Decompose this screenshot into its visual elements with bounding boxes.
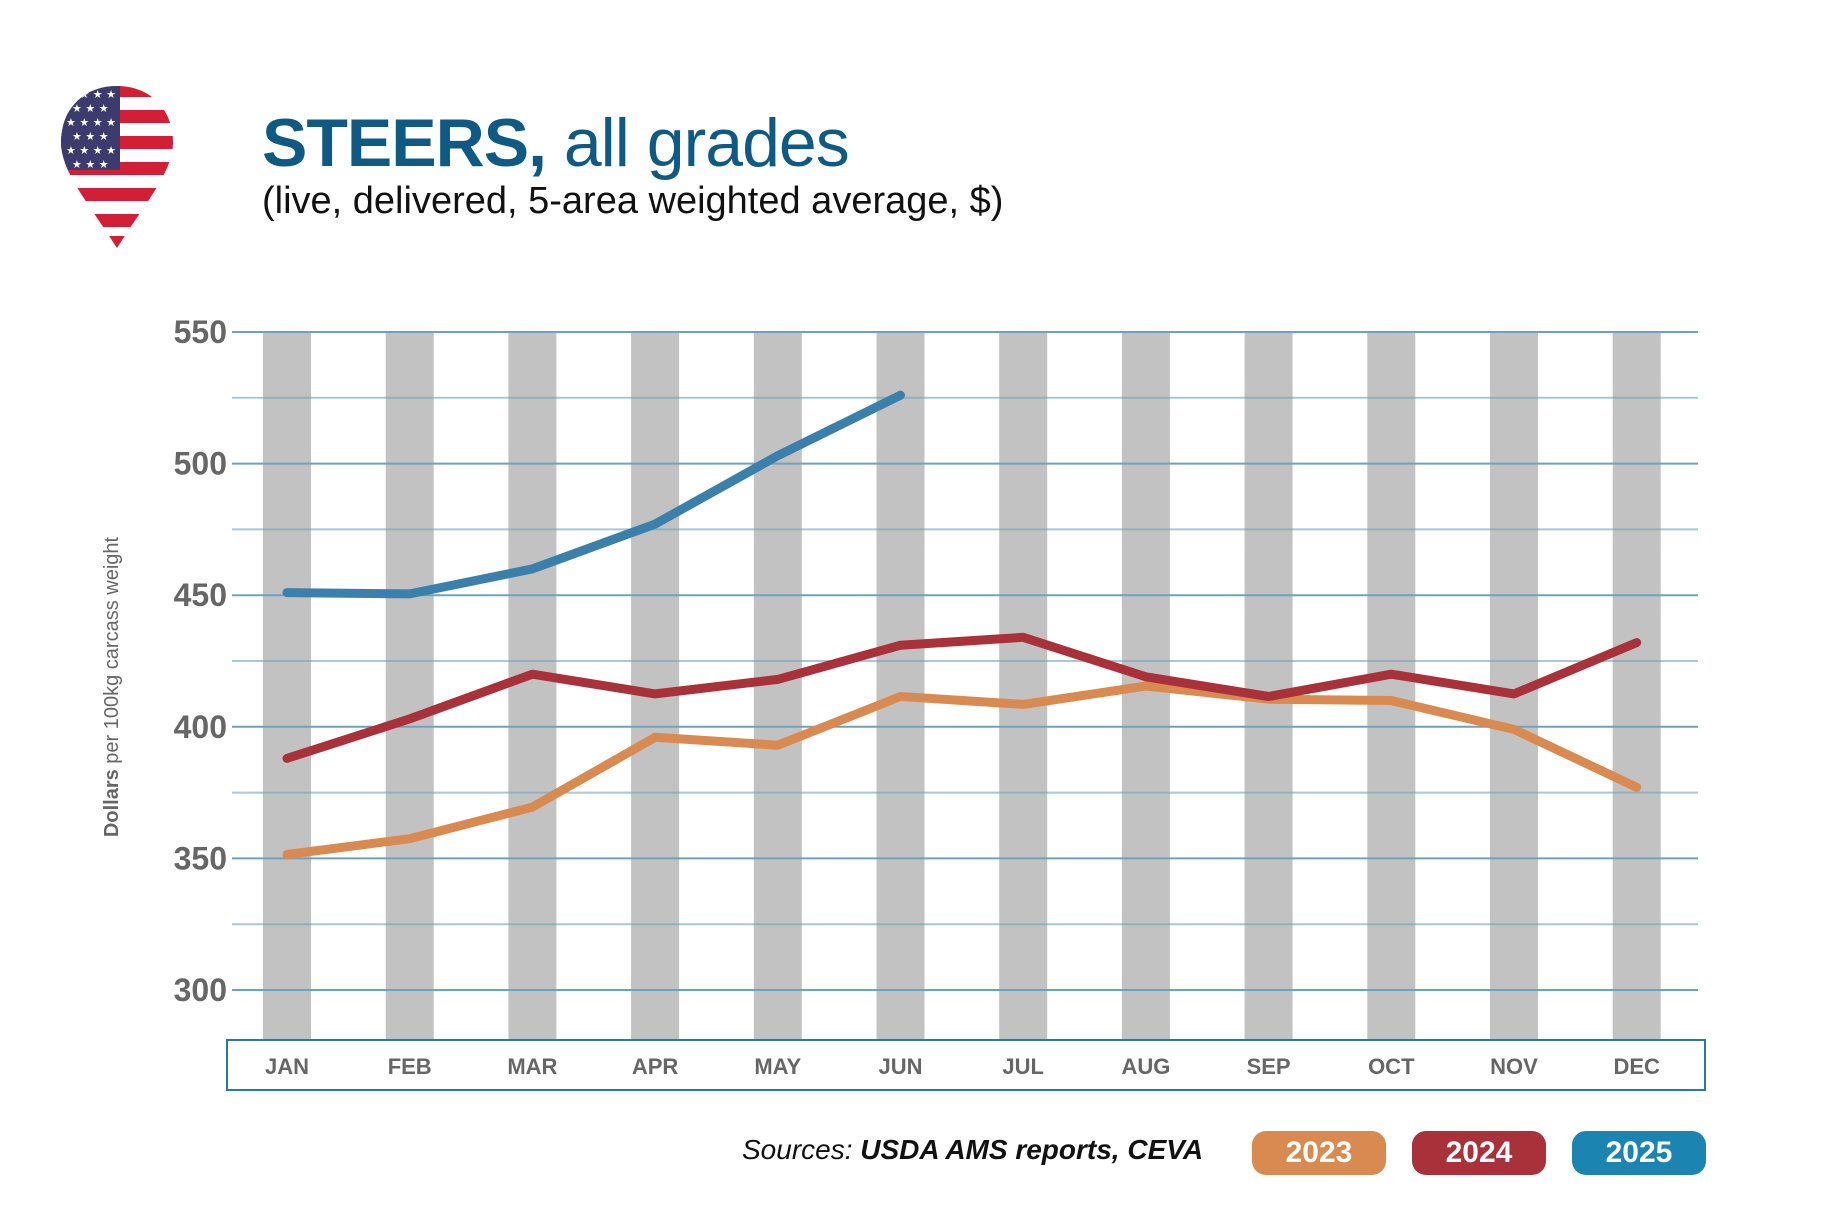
source-prefix: Sources:	[742, 1134, 861, 1165]
chart-title-bold: STEERS,	[262, 105, 547, 181]
y-axis-label: Dollars per 100kg carcass weight	[101, 536, 123, 837]
svg-text:★ ★ ★: ★ ★ ★	[72, 102, 109, 115]
month-column-may	[753, 332, 802, 1040]
y-tick-400: 400	[174, 709, 227, 745]
x-tick-dec: DEC	[1613, 1054, 1660, 1079]
x-tick-apr: APR	[632, 1054, 679, 1079]
legend-2024: 2024	[1412, 1131, 1546, 1175]
svg-text:★ ★ ★: ★ ★ ★	[72, 130, 109, 143]
month-column-jun	[876, 332, 925, 1040]
source-text: USDA AMS reports, CEVA	[860, 1134, 1204, 1165]
month-column-dec	[1612, 332, 1661, 1040]
series-line-2023	[282, 681, 1642, 859]
x-tick-may: MAY	[754, 1054, 801, 1079]
us-flag-pin-icon: ★ ★ ★ ★ ★ ★ ★ ★ ★ ★ ★ ★ ★ ★ ★ ★ ★ ★ ★ ★ …	[61, 86, 173, 248]
month-column-feb	[385, 332, 434, 1040]
y-axis-label-bold: Dollars	[101, 769, 123, 837]
x-tick-labels: JAN FEB MAR APR MAY JUN JUL AUG SEP OCT NOV DEC	[265, 1054, 1660, 1079]
y-tick-500: 500	[174, 446, 227, 482]
legend-2025: 2025	[1572, 1131, 1706, 1175]
svg-text:★ ★ ★ ★: ★ ★ ★ ★	[66, 144, 116, 157]
gridlines	[232, 331, 1698, 991]
month-column-mar	[508, 332, 557, 1040]
series-lines	[282, 390, 1642, 859]
x-tick-mar: MAR	[507, 1054, 557, 1079]
month-column-sep	[1244, 332, 1293, 1040]
chart-title-rest: all grades	[545, 105, 850, 181]
y-axis-label-rest: per 100kg carcass weight	[101, 536, 123, 769]
y-tick-labels: 300 350 400 450 500 550	[174, 314, 227, 1008]
series-line-2024	[282, 632, 1642, 763]
x-tick-feb: FEB	[388, 1054, 432, 1079]
month-columns	[263, 332, 1661, 1040]
svg-text:★ ★ ★ ★: ★ ★ ★ ★	[66, 116, 116, 129]
y-tick-300: 300	[174, 972, 227, 1008]
chart-subtitle: (live, delivered, 5-area weighted averag…	[262, 180, 1004, 222]
x-axis-box	[226, 1039, 1706, 1091]
x-tick-nov: NOV	[1490, 1054, 1538, 1079]
y-tick-550: 550	[174, 314, 227, 350]
svg-text:★ ★ ★: ★ ★ ★	[72, 158, 109, 171]
x-tick-sep: SEP	[1247, 1054, 1291, 1079]
month-column-apr	[631, 332, 680, 1040]
source-note: Sources: USDA AMS reports, CEVA	[742, 1134, 1203, 1166]
chart-title: STEERS, all grades	[262, 104, 850, 182]
x-tick-aug: AUG	[1121, 1054, 1170, 1079]
month-column-jan	[263, 332, 311, 1040]
legend-2023: 2023	[1252, 1131, 1386, 1175]
x-tick-oct: OCT	[1368, 1054, 1415, 1079]
y-tick-350: 350	[174, 840, 227, 876]
x-tick-jul: JUL	[1002, 1054, 1044, 1079]
x-tick-jun: JUN	[878, 1054, 922, 1079]
month-column-oct	[1367, 332, 1416, 1040]
x-tick-jan: JAN	[265, 1054, 309, 1079]
series-line-2025	[282, 390, 905, 599]
month-column-jul	[999, 332, 1048, 1040]
y-tick-450: 450	[174, 577, 227, 613]
